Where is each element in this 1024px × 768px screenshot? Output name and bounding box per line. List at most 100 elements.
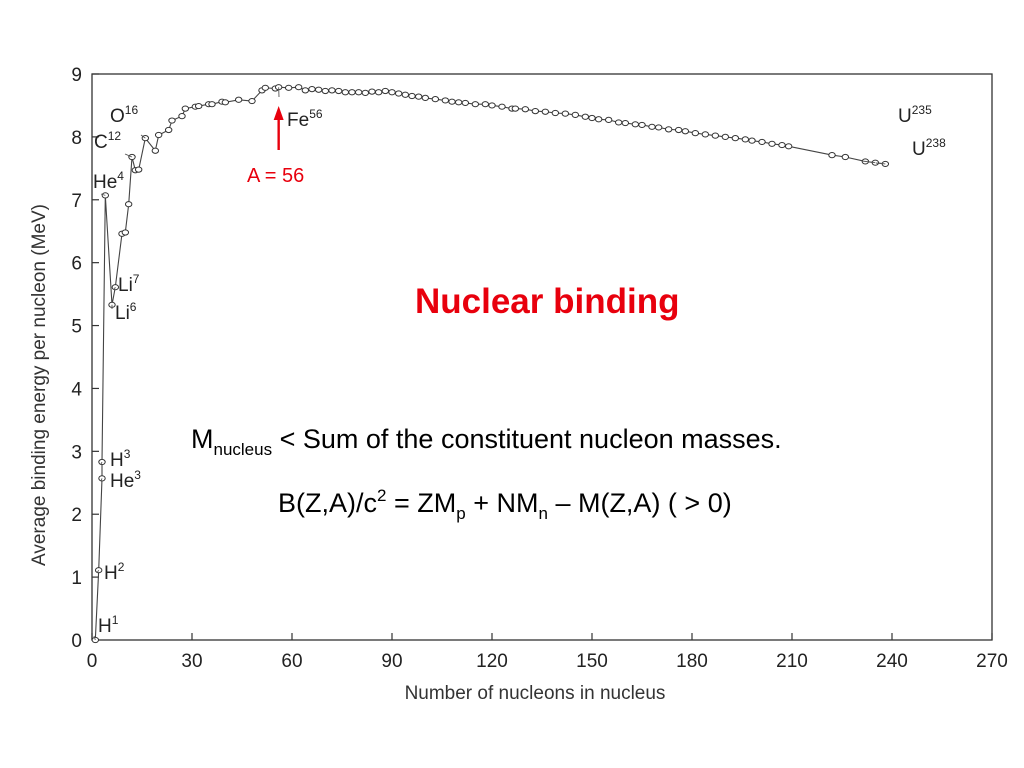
annotation-leader [100,478,103,482]
data-point [368,88,376,95]
eq2-part4: – M(Z,A) ( > 0) [547,488,732,518]
data-point [461,99,470,107]
isotope-label-he4: He4 [93,169,124,193]
data-point [541,108,550,115]
data-point [711,132,720,139]
data-point [374,89,383,96]
y-tick-label: 3 [71,442,82,463]
data-point [164,126,173,134]
data-point [94,567,103,574]
eq1-m: M [191,424,214,454]
isotope-label-fe56: Fe56 [287,107,323,131]
data-point [481,101,490,108]
data-point [604,116,613,124]
mass-inequality-text: Mnucleus < Sum of the constituent nucleo… [191,424,782,460]
x-tick-label: 0 [87,651,98,672]
x-tick-label: 150 [576,651,608,672]
eq2-part2: = ZM [386,488,457,518]
data-point [681,128,690,135]
data-point [471,101,480,108]
data-point [248,97,256,105]
data-point [388,89,396,96]
x-tick-label: 270 [976,651,1008,672]
data-point [294,84,303,91]
data-point [498,103,506,110]
data-point [648,123,656,130]
isotope-label-h2: H2 [104,560,125,584]
data-point [561,110,570,117]
isotope-label-u235: U235 [898,103,932,127]
data-point [674,126,683,134]
x-tick-label: 240 [876,651,908,672]
data-point [511,105,520,112]
y-tick-label: 8 [71,128,82,149]
data-point [414,93,423,100]
plot-frame [91,73,993,641]
x-axis-label: Number of nucleons in nucleus [405,683,666,704]
data-point [328,87,336,94]
data-point [571,111,580,118]
axis-ticks: 0 30 60 90 120 150 180 210 240 270 0 1 2 3 4 5 6 7 8 9 [71,65,1007,672]
a56-arrowhead [273,106,284,120]
isotope-label-u238: U238 [912,136,946,160]
y-tick-label: 4 [71,379,82,400]
data-point [124,201,133,208]
data-point [401,91,410,98]
y-tick-label: 5 [71,317,82,338]
data-point [261,84,270,91]
annotation-leader [93,635,96,641]
annotation-leader [875,162,886,165]
data-point [208,101,216,108]
eq1-nucleus-subscript: nucleus [213,440,273,459]
data-point [151,147,160,154]
y-tick-label: 1 [71,568,82,589]
data-point [621,119,630,127]
x-tick-label: 120 [476,651,508,672]
data-point [664,126,673,133]
data-point [408,92,416,100]
data-point [354,89,363,96]
data-point [828,152,836,159]
data-point [488,102,496,109]
y-tick-label: 9 [71,65,82,86]
eq2-part1: B(Z,A)/c [278,488,377,518]
eq2-proton-subscript: p [456,504,466,523]
data-point [731,135,740,142]
data-point [531,108,540,115]
data-point [421,94,430,101]
data-point [194,102,203,110]
data-point [431,96,440,103]
data-point [348,89,356,96]
data-point [308,85,316,93]
data-point [334,87,343,95]
data-point [284,84,293,91]
data-point [701,131,710,138]
annotation-leader [140,134,146,139]
data-point [581,113,590,120]
data-point [784,143,793,150]
data-point [301,87,310,94]
data-point [121,229,130,236]
x-tick-label: 180 [676,651,708,672]
data-point [394,90,403,97]
a56-label: A = 56 [247,165,304,187]
isotope-label-o16: O16 [110,103,138,127]
isotope-label-li6: Li6 [115,300,137,324]
data-point [741,136,750,143]
isotope-label-h1: H1 [98,613,119,637]
data-point [841,153,850,161]
x-tick-label: 60 [281,651,302,672]
eq1-rest: < Sum of the constituent nucleon masses. [272,424,782,454]
data-point [101,192,110,199]
binding-energy-line [94,86,886,641]
data-point [134,166,143,173]
annotation-leader [100,461,103,465]
y-tick-label: 6 [71,254,82,275]
series-curve [91,84,890,644]
annotation-leader [861,160,876,164]
data-point [181,105,190,112]
data-point [454,99,463,106]
data-point [758,138,766,146]
